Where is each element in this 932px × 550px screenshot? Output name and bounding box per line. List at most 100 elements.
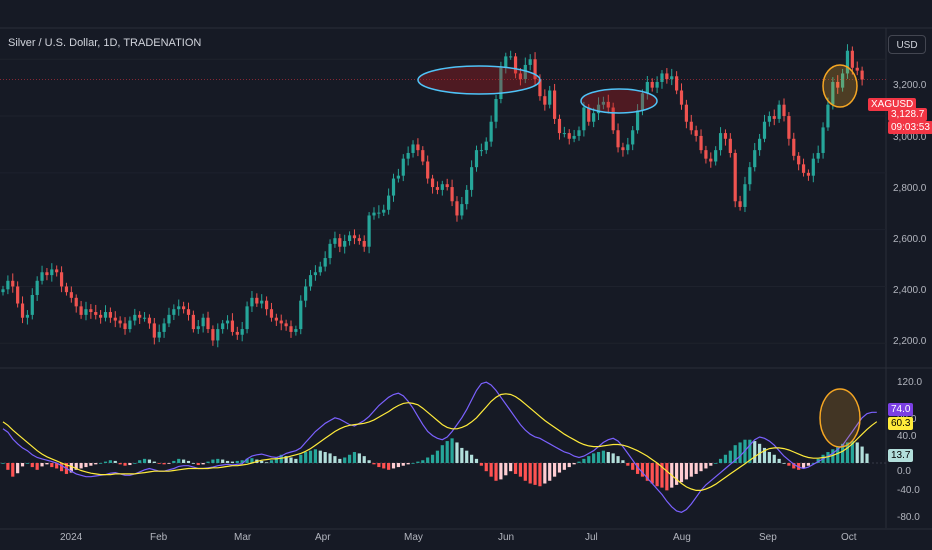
candle	[221, 323, 225, 330]
histogram-bar	[626, 462, 630, 466]
histogram-bar	[631, 462, 635, 470]
histogram-bar	[787, 462, 791, 466]
price-axis-tick: 3,000.0	[893, 132, 927, 143]
candle	[797, 155, 801, 165]
histogram-bar	[845, 442, 850, 463]
time-axis-tick: Apr	[315, 532, 331, 543]
histogram-bar	[250, 458, 254, 463]
top-ellipse-1	[417, 65, 541, 95]
top-ellipse-2	[580, 88, 658, 114]
histogram-bar	[118, 462, 122, 465]
time-axis-tick: Jul	[585, 532, 598, 543]
histogram-bar	[460, 447, 464, 463]
histogram-bar	[411, 462, 415, 464]
histogram-bar	[782, 462, 786, 464]
candle	[304, 286, 308, 301]
symbol-title: Silver / U.S. Dollar, 1D, TRADENATION	[8, 37, 202, 49]
candle	[152, 323, 156, 338]
candle	[240, 329, 244, 335]
histogram-bar	[377, 462, 381, 468]
price-axis-tick: 2,200.0	[893, 336, 927, 347]
candle	[806, 172, 811, 176]
histogram-bar	[45, 462, 49, 465]
candle	[860, 70, 864, 80]
histogram-bar	[196, 462, 200, 466]
currency-button[interactable]: USD	[888, 35, 926, 54]
histogram-bar	[123, 462, 127, 466]
histogram-bar	[430, 454, 435, 463]
candle	[64, 286, 69, 293]
histogram-bar	[660, 462, 664, 488]
histogram-bar	[416, 461, 420, 463]
histogram-bar	[396, 462, 400, 468]
histogram-bar	[513, 462, 518, 474]
histogram-bar	[35, 462, 39, 470]
histogram-bar	[562, 462, 566, 470]
histogram-bar	[279, 454, 283, 463]
histogram-bar	[421, 460, 425, 463]
candle	[206, 317, 210, 330]
candle	[665, 73, 669, 80]
histogram-bar	[299, 454, 303, 463]
histogram-bar	[235, 460, 239, 463]
histogram-bar	[367, 460, 371, 463]
candle	[445, 184, 449, 188]
candle	[382, 209, 386, 213]
histogram-bar	[435, 450, 440, 463]
histogram-bar	[440, 445, 444, 463]
candle	[679, 90, 684, 105]
candle	[147, 317, 152, 324]
histogram-bar	[323, 452, 327, 463]
candle	[167, 314, 171, 324]
candle	[509, 56, 513, 58]
histogram-bar	[753, 441, 757, 463]
candle	[357, 238, 361, 242]
histogram-bar	[484, 462, 488, 472]
price-axis-tick: 3,200.0	[893, 80, 927, 91]
candle	[435, 187, 440, 190]
histogram-bar	[655, 462, 659, 487]
candle	[684, 104, 688, 122]
histogram-bar	[523, 462, 527, 481]
histogram-bar	[113, 460, 117, 463]
candle	[670, 76, 674, 80]
candle	[626, 144, 630, 151]
candle	[186, 309, 191, 315]
macd-line	[2, 381, 877, 513]
histogram-bar	[704, 462, 708, 469]
histogram-bar	[333, 456, 337, 463]
signal-line	[2, 393, 878, 491]
candle	[191, 314, 195, 330]
candle	[377, 212, 381, 214]
time-axis-tick: Sep	[759, 532, 777, 543]
histogram-bar	[269, 460, 274, 463]
histogram-bar	[391, 462, 396, 469]
candle	[513, 56, 518, 74]
histogram-bar	[489, 462, 493, 477]
histogram-bar	[509, 462, 513, 472]
candle	[494, 99, 498, 122]
candle	[138, 314, 142, 318]
candle	[567, 133, 571, 139]
histogram-bar	[84, 462, 88, 468]
histogram-bar	[20, 462, 25, 467]
histogram-bar	[191, 462, 195, 464]
last-price-tag: 3,128.7	[888, 108, 928, 121]
histogram-bar	[777, 458, 781, 463]
histogram-bar	[167, 462, 171, 464]
candle	[108, 312, 112, 318]
candle	[533, 59, 537, 80]
histogram-bar	[450, 438, 454, 463]
candle	[455, 201, 459, 216]
candle	[89, 309, 93, 313]
candle	[157, 331, 161, 338]
macd-axis-tick: 120.0	[897, 377, 923, 388]
histogram-bar	[455, 442, 459, 463]
histogram-bar	[157, 462, 161, 464]
histogram-bar	[557, 462, 562, 473]
histogram-bar	[865, 453, 869, 463]
histogram-bar	[138, 460, 142, 463]
candle	[709, 158, 713, 162]
candle	[430, 178, 435, 188]
